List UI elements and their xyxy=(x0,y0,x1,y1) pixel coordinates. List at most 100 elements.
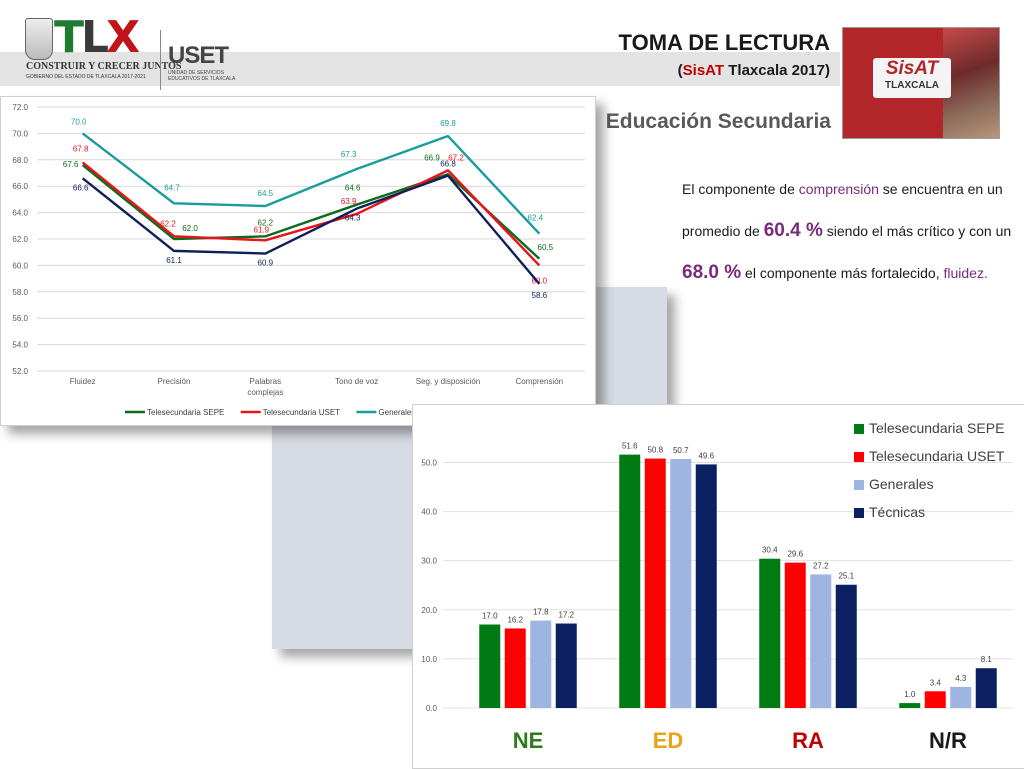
data-label: 64.3 xyxy=(345,214,361,223)
bar xyxy=(975,668,997,708)
data-label: 60.5 xyxy=(538,243,554,252)
data-label: 67.6 xyxy=(63,160,79,169)
y-tick-label: 68.0 xyxy=(12,156,28,165)
legend-swatch xyxy=(854,480,864,490)
series-line-2 xyxy=(81,132,541,235)
y-tick-label: 10.0 xyxy=(421,655,437,664)
data-label: 66.8 xyxy=(440,160,456,169)
x-tick-label: complejas xyxy=(247,388,283,397)
series-line-0 xyxy=(81,164,541,260)
x-tick-label: Comprensión xyxy=(516,377,564,386)
bar xyxy=(810,574,832,708)
data-label: 63.9 xyxy=(341,197,357,206)
bar xyxy=(555,623,577,708)
bar-chart: 0.0 10.0 20.0 30.0 40.0 50.0 17.0 16.2 17.8 17.2 N… xyxy=(421,420,1013,753)
section-title: Educación Secundaria xyxy=(605,110,831,133)
data-label: 60.0 xyxy=(532,276,548,285)
data-label: 25.1 xyxy=(838,572,854,581)
data-label: 16.2 xyxy=(507,615,523,624)
x-tick-label: Precisión xyxy=(158,377,191,386)
x-tick-label: ED xyxy=(653,728,684,753)
sisat-photo xyxy=(943,28,999,138)
bar xyxy=(644,458,666,708)
data-label: 64.6 xyxy=(345,184,361,193)
data-label: 66.9 xyxy=(424,153,440,162)
brand-gov: GOBIERNO DEL ESTADO DE TLAXCALA 2017-202… xyxy=(26,74,146,80)
x-tick-label: RA xyxy=(792,728,824,753)
bar-chart-panel: 0.0 10.0 20.0 30.0 40.0 50.0 17.0 16.2 17.8 17.2 N… xyxy=(412,404,1024,769)
y-tick-label: 62.0 xyxy=(12,235,28,244)
data-label: 1.0 xyxy=(904,690,916,699)
logo-divider xyxy=(160,30,161,90)
y-tick-label: 56.0 xyxy=(12,314,28,323)
y-tick-label: 70.0 xyxy=(12,129,28,138)
bar xyxy=(504,628,526,708)
sisat-logo: SisAT TLAXCALA xyxy=(842,27,1000,139)
data-label: 17.8 xyxy=(533,608,549,617)
line-chart: 52.0 54.0 56.0 58.0 60.0 62.0 64.0 66.0 68.0 70.0… xyxy=(12,103,585,417)
y-tick-label: 64.0 xyxy=(12,209,28,218)
legend-label: Generales xyxy=(378,408,415,417)
data-label: 67.3 xyxy=(341,150,357,159)
uset-logo: USET xyxy=(168,42,229,69)
data-label: 17.0 xyxy=(482,612,498,621)
header-band xyxy=(0,52,840,86)
y-tick-label: 72.0 xyxy=(12,103,28,112)
data-label: 29.6 xyxy=(787,550,803,559)
bar xyxy=(759,558,781,708)
data-label: 62.0 xyxy=(182,224,198,233)
data-label: 49.6 xyxy=(698,451,714,460)
y-tick-label: 60.0 xyxy=(12,261,28,270)
data-label: 62.2 xyxy=(258,218,274,227)
legend-label: Telesecundaria SEPE xyxy=(147,408,224,417)
y-tick-label: 58.0 xyxy=(12,288,28,297)
y-tick-label: 40.0 xyxy=(421,508,437,517)
series-line-1 xyxy=(81,161,541,267)
bar xyxy=(479,624,501,708)
legend-label: Técnicas xyxy=(869,504,925,520)
page-subtitle: (SisAT Tlaxcala 2017) xyxy=(677,62,830,79)
bar xyxy=(670,459,692,708)
data-label: 17.2 xyxy=(558,611,574,620)
data-label: 62.4 xyxy=(528,214,544,223)
uset-subtitle: UNIDAD DE SERVICIOS EDUCATIVOS DE TLAXCA… xyxy=(168,70,236,82)
bar xyxy=(835,584,857,708)
series-line-3 xyxy=(81,174,541,285)
y-tick-label: 0.0 xyxy=(426,704,438,713)
tlx-logo: TLX CONSTRUIR Y CRECER JUNTOS GOBIERNO D… xyxy=(20,12,235,90)
data-label: 51.6 xyxy=(622,442,638,451)
legend-swatch xyxy=(854,424,864,434)
sisat-logo-text: SisAT xyxy=(885,58,939,79)
data-label: 27.2 xyxy=(813,561,829,570)
bar xyxy=(950,686,972,708)
legend-swatch xyxy=(854,508,864,518)
bar xyxy=(924,691,946,708)
y-tick-label: 50.0 xyxy=(421,458,437,467)
data-label: 64.5 xyxy=(258,189,274,198)
tlx-wordmark: TLX xyxy=(54,12,140,63)
data-label: 61.1 xyxy=(166,256,182,265)
legend-label: Telesecundaria SEPE xyxy=(869,420,1004,436)
data-label: 61.9 xyxy=(254,225,270,234)
data-label: 69.8 xyxy=(440,119,456,128)
sisat-logo-subtext: TLAXCALA xyxy=(885,80,939,91)
y-tick-label: 54.0 xyxy=(12,341,28,350)
data-label: 64.7 xyxy=(164,183,180,192)
bar xyxy=(695,464,717,708)
x-tick-label: Tono de voz xyxy=(335,377,378,386)
data-label: 67.2 xyxy=(448,153,464,162)
data-label: 58.6 xyxy=(532,291,548,300)
y-tick-label: 66.0 xyxy=(12,182,28,191)
legend-label: Telesecundaria USET xyxy=(869,448,1005,464)
sisat-label: SisAT TLAXCALA xyxy=(873,58,951,98)
data-label: 50.8 xyxy=(647,446,663,455)
data-label: 60.9 xyxy=(258,259,274,268)
x-tick-label: Seg. y disposición xyxy=(416,377,480,386)
legend-label: Telesecundaria USET xyxy=(263,408,340,417)
data-label: 8.1 xyxy=(981,655,993,664)
data-label: 3.4 xyxy=(930,678,942,687)
data-label: 62.2 xyxy=(160,219,176,228)
line-chart-panel: 52.0 54.0 56.0 58.0 60.0 62.0 64.0 66.0 68.0 70.0… xyxy=(0,96,596,426)
x-tick-label: NE xyxy=(513,728,544,753)
y-tick-label: 52.0 xyxy=(12,367,28,376)
